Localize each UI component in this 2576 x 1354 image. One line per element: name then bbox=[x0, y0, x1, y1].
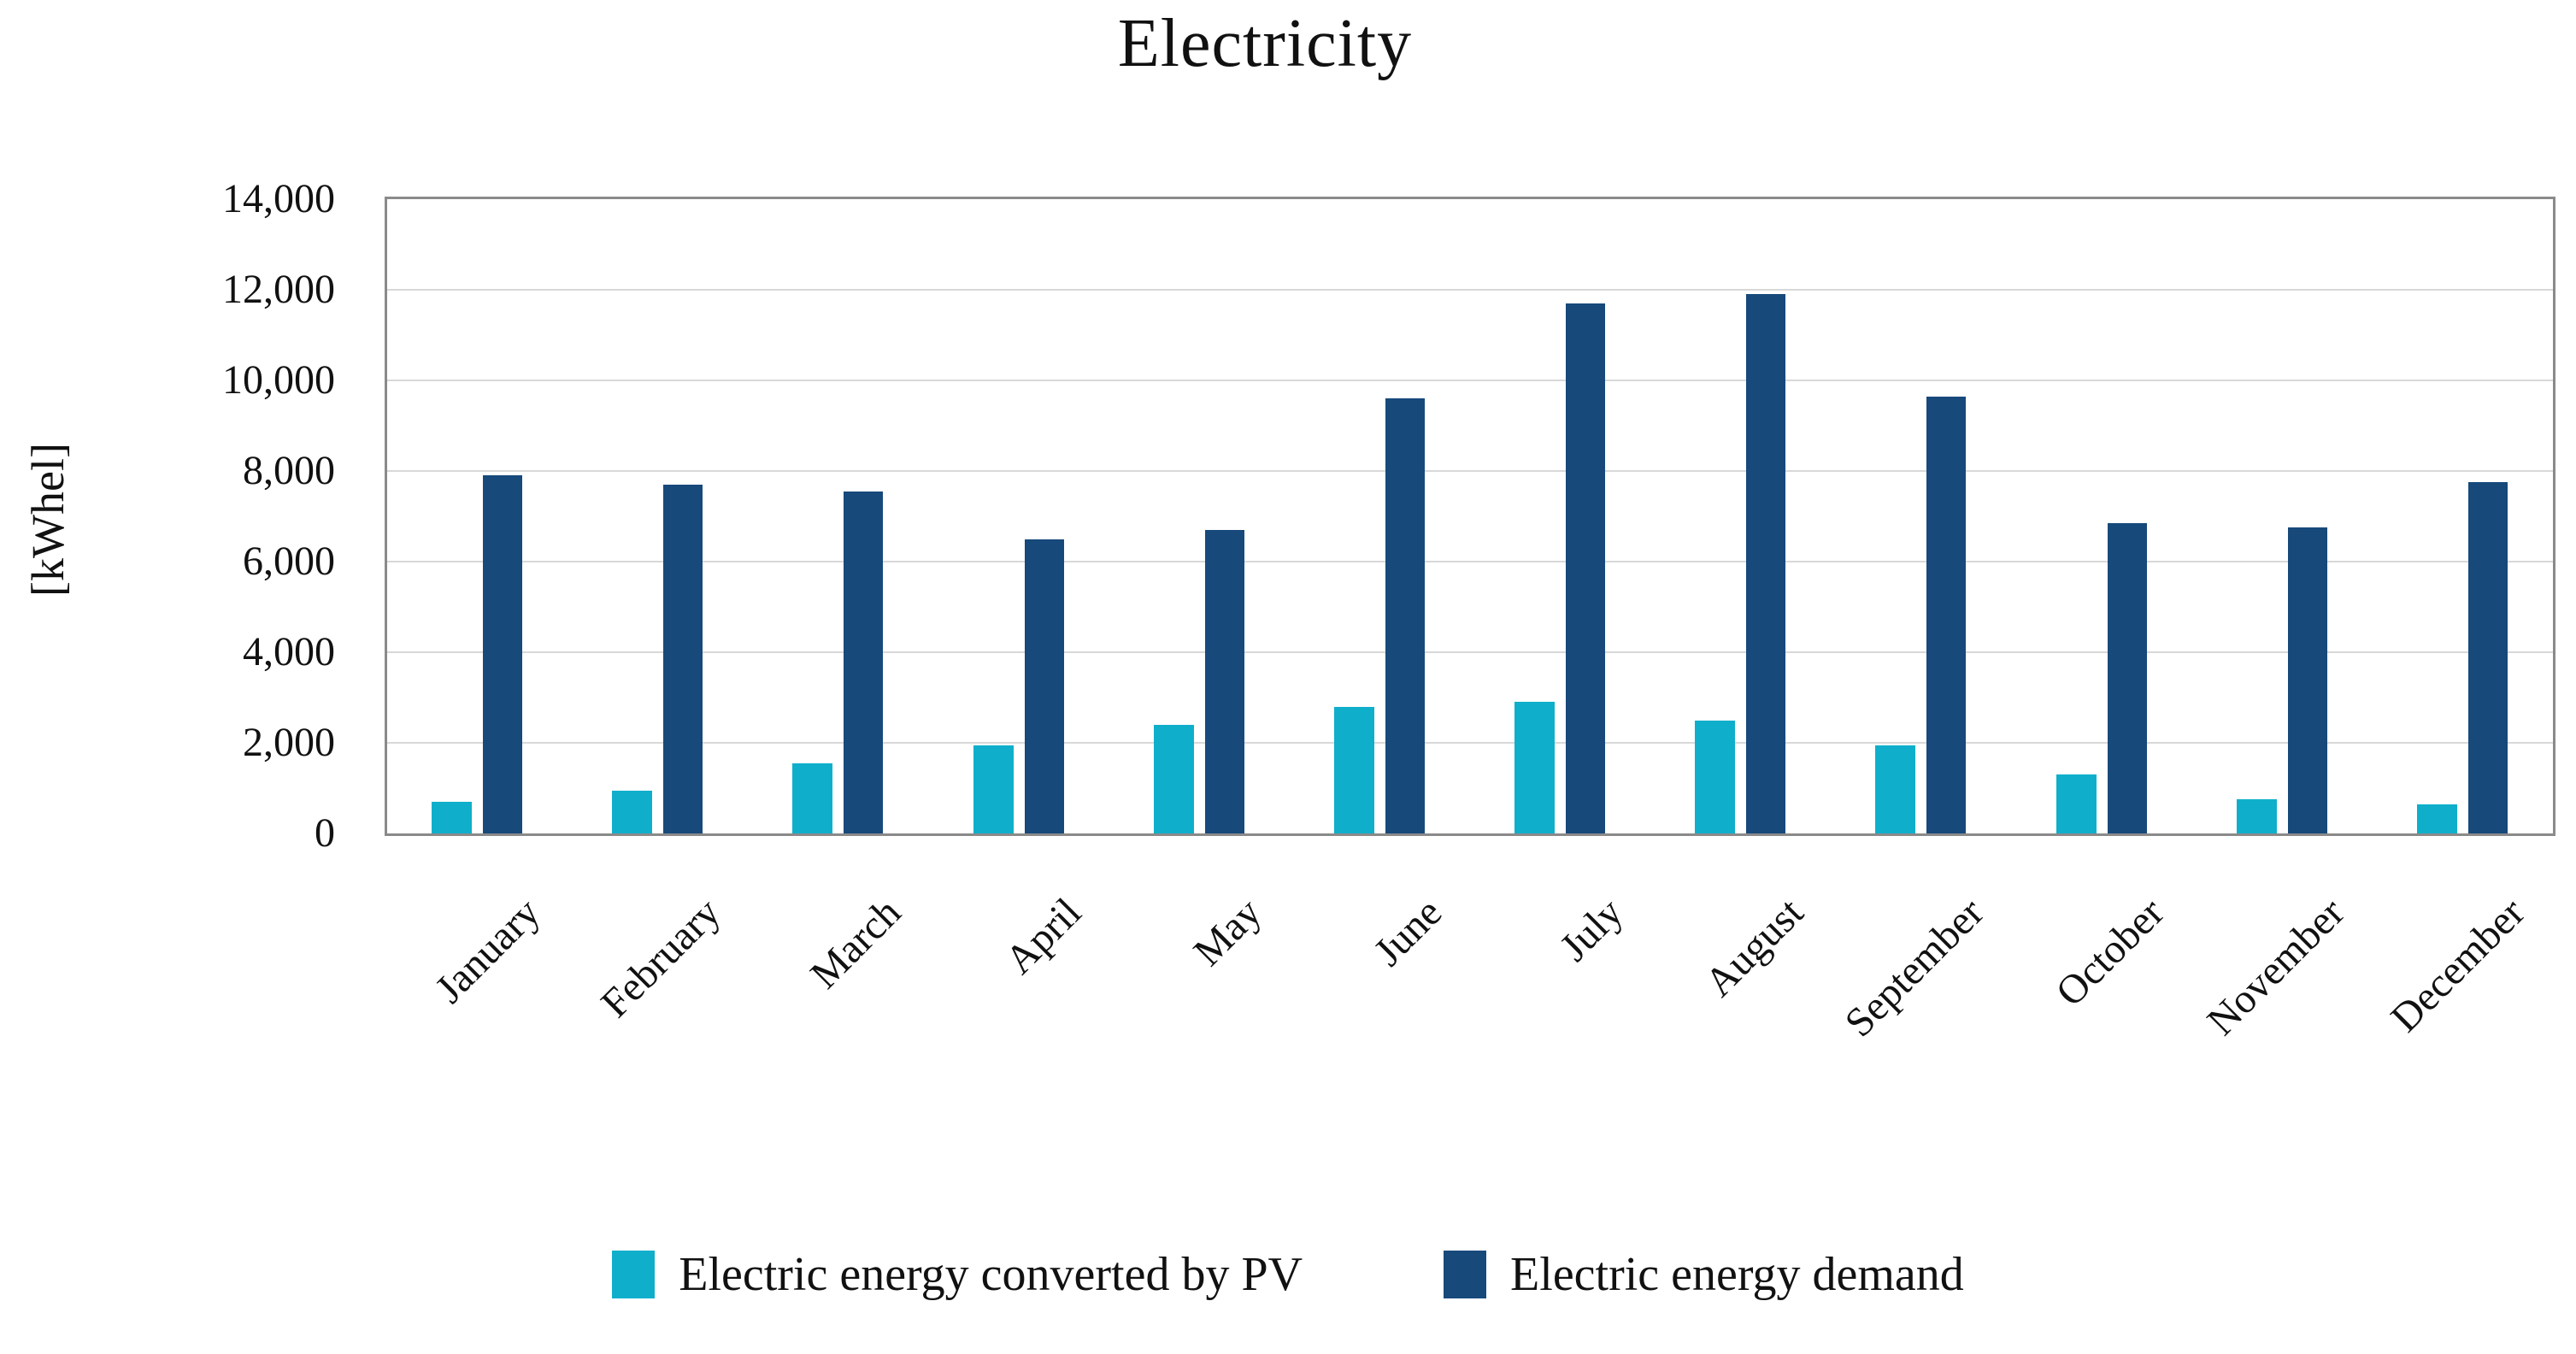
bar-pv-november bbox=[2236, 799, 2277, 833]
y-tick-label: 12,000 bbox=[222, 267, 335, 312]
bar-pv-january bbox=[432, 801, 472, 833]
bar-pv-july bbox=[1514, 702, 1555, 833]
legend-item-demand: Electric energy demand bbox=[1444, 1245, 1964, 1304]
bar-pv-june bbox=[1333, 706, 1374, 833]
bar-demand-march bbox=[844, 491, 884, 833]
x-tick-label-april: April bbox=[997, 889, 1091, 983]
x-tick-label-august: August bbox=[1696, 889, 1812, 1006]
bar-demand-june bbox=[1385, 398, 1425, 833]
x-tick-label-december: December bbox=[2382, 889, 2534, 1041]
bar-pv-february bbox=[612, 790, 653, 833]
bar-pv-september bbox=[1875, 745, 1916, 833]
bar-pv-december bbox=[2416, 804, 2457, 833]
bar-demand-july bbox=[1566, 303, 1605, 833]
x-tick-label-january: January bbox=[426, 889, 549, 1012]
bar-demand-october bbox=[2107, 522, 2147, 833]
bar-pv-may bbox=[1153, 724, 1194, 833]
bar-pv-october bbox=[2056, 774, 2097, 833]
x-tick-label-october: October bbox=[2047, 889, 2173, 1016]
bar-pv-august bbox=[1695, 720, 1736, 833]
legend: Electric energy converted by PV Electric… bbox=[0, 1245, 2576, 1304]
y-tick-label: 8,000 bbox=[243, 448, 335, 493]
bar-demand-december bbox=[2467, 482, 2508, 833]
x-tick-label-february: February bbox=[591, 889, 729, 1027]
gridline bbox=[387, 470, 2553, 472]
demand-legend-label: Electric energy demand bbox=[1510, 1248, 1964, 1301]
pv-legend-swatch-icon bbox=[612, 1251, 656, 1298]
bar-demand-january bbox=[483, 475, 522, 833]
y-tick-label: 10,000 bbox=[222, 357, 335, 403]
gridline bbox=[387, 651, 2553, 653]
x-tick-label-june: June bbox=[1365, 889, 1451, 975]
x-tick-label-november: November bbox=[2198, 889, 2354, 1045]
plot-area bbox=[385, 197, 2555, 836]
y-tick-label: 0 bbox=[315, 810, 335, 856]
bar-demand-august bbox=[1746, 294, 1786, 833]
y-tick-label: 4,000 bbox=[243, 629, 335, 674]
x-tick-label-may: May bbox=[1185, 889, 1271, 975]
bar-demand-november bbox=[2287, 527, 2327, 833]
demand-legend-swatch-icon bbox=[1444, 1251, 1487, 1298]
gridline bbox=[387, 561, 2553, 562]
gridline bbox=[387, 289, 2553, 291]
gridline bbox=[387, 742, 2553, 744]
gridline bbox=[387, 380, 2553, 381]
bar-demand-april bbox=[1024, 539, 1064, 833]
y-tick-label: 6,000 bbox=[243, 539, 335, 584]
bar-pv-march bbox=[792, 762, 833, 833]
bar-demand-september bbox=[1926, 396, 1967, 833]
y-tick-label: 14,000 bbox=[222, 176, 335, 221]
pv-legend-label: Electric energy converted by PV bbox=[679, 1248, 1303, 1301]
y-tick-label: 2,000 bbox=[243, 720, 335, 765]
bar-demand-february bbox=[663, 484, 703, 833]
chart-title: Electricity bbox=[1117, 6, 1413, 81]
legend-item-pv: Electric energy converted by PV bbox=[612, 1245, 1303, 1304]
x-tick-label-july: July bbox=[1550, 889, 1632, 970]
bar-demand-may bbox=[1204, 529, 1244, 833]
x-tick-label-september: September bbox=[1836, 889, 1993, 1046]
x-tick-label-march: March bbox=[802, 889, 910, 998]
bar-pv-april bbox=[973, 745, 1014, 833]
